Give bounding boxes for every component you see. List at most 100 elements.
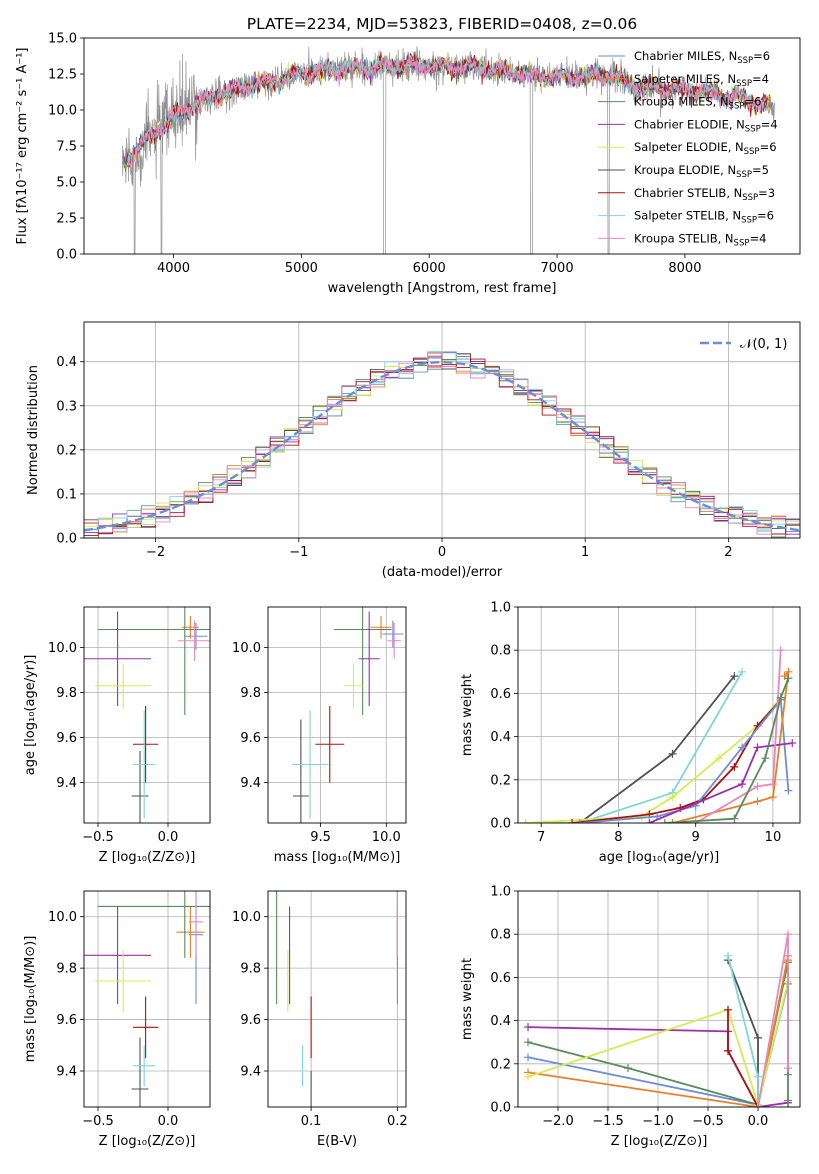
axes-frame [267,890,407,1108]
x-tick-label-0: −2.0 [542,1114,574,1129]
series-marker-2-0 [521,819,530,823]
legend-label-count: =6 [760,140,777,154]
normal-curve [84,360,800,532]
plot-area-age_vs_mass [291,607,404,823]
legend-label-main: Salpeter MILES, N [634,72,736,86]
y-tick-label-3: 10.0 [232,641,261,656]
y-tick-label-1: 9.6 [240,1013,261,1028]
y-tick-label-3: 7.5 [56,140,77,155]
series-marker-0-0 [524,1023,532,1032]
x-axis-label: E(B-V) [317,1134,357,1149]
point-5 [131,751,149,823]
point-2 [98,891,210,958]
axes-frame [83,606,211,824]
legend-label-sub: SSP [729,102,745,112]
legend-label-8: Kroupa STELIB, NSSP=4 [634,231,766,248]
series-marker-7-3 [776,646,785,655]
y-tick-label-0: 9.4 [56,1065,77,1080]
legend-label-6: Chabrier STELIB, NSSP=3 [634,186,775,203]
y-tick-label-4: 0.8 [490,644,511,659]
series-marker-2-1 [637,812,646,821]
panel-residuals: −2 −1 0 1 2 0.0 0.1 0.2 0.3 0.4 (data-model)/error… [26,321,801,580]
point-0 [382,620,404,648]
series-marker-6-1 [738,780,747,789]
x-tick-label-0: −2 [146,545,165,560]
series-marker-5-2 [768,793,777,802]
legend-label-4: Salpeter ELODIE, NSSP=6 [634,140,777,157]
point-8 [189,891,203,956]
y-tick-label-0: 0.0 [56,532,77,547]
y-tick-label-4: 0.4 [56,355,77,370]
x-tick-label-4: 2 [724,545,732,560]
series-marker-2-1 [624,1064,632,1073]
series-marker-4-0 [575,819,584,823]
plot-area-mass_vs_Z [84,891,210,1107]
series-marker-7-1 [753,782,762,791]
legend-label-main: Chabrier MILES, N [634,49,737,63]
axes-frame [517,606,801,824]
series-marker-1-0 [524,1053,532,1062]
y-tick-label-3: 0.3 [56,399,77,414]
x-tick-label-2: 6000 [413,261,446,276]
x-tick-label-2: 0 [438,545,446,560]
point-2 [333,607,392,715]
legend-label-sub: SSP [737,56,753,66]
x-tick-label-3: 7000 [541,261,574,276]
plot-area-residuals [84,351,800,538]
model-line-7 [126,53,766,169]
x-axis-label: mass [log₁₀(M/M⊙)] [274,850,401,865]
histogram-7 [84,351,800,530]
series-marker-2-2 [668,793,677,802]
y-tick-label-0: 9.4 [240,1065,261,1080]
x-tick-label-2: 9 [692,830,700,845]
y-axis-label: Normed distribution [26,365,41,495]
y-axis-label: mass [log₁₀(M/M⊙)] [23,936,38,1063]
x-tick-label-4: 8000 [668,261,701,276]
axes-frame [267,606,407,824]
y-tick-label-4: 10.0 [48,104,77,119]
panel-mass_vs_Z: −0.5 0.0 9.4 9.6 9.8 10.0 Z [log₁₀(Z/Z⊙)] mass … [23,890,211,1149]
x-tick-label-3: 10 [765,830,782,845]
series-marker-4-3 [738,743,747,752]
x-tick-label-0: −0.5 [82,830,114,845]
y-tick-label-0: 9.4 [240,776,261,791]
series-marker-5-1 [753,797,762,806]
legend-label-main: Salpeter STELIB, N [634,209,741,223]
series-line-0 [579,675,736,823]
y-tick-label-0: 0.0 [490,817,511,832]
legend-label-5: Kroupa ELODIE, NSSP=5 [634,163,769,180]
point-1 [176,906,205,958]
legend-label-sub: SSP [744,147,760,157]
series-marker-7-2 [768,780,777,789]
legend-label-sub: SSP [734,238,750,248]
legend-label-count: =6 [757,209,774,223]
series-line-7 [727,955,759,1107]
y-tick-label-1: 2.5 [56,212,77,227]
y-tick-label-1: 9.6 [56,731,77,746]
series-marker-2-4 [784,1096,792,1105]
legend-label-3: Chabrier ELODIE, NSSP=4 [634,117,778,134]
legend-label-sub: SSP [745,124,761,134]
point-5 [292,719,309,823]
axes-frame [83,890,211,1108]
point-4 [95,663,152,709]
plot-area-spectrum [122,46,775,254]
x-tick-label-1: −1 [289,545,308,560]
x-tick-label-0: −0.5 [82,1114,114,1129]
series-marker-6-1 [754,1033,762,1042]
y-tick-label-1: 9.6 [240,731,261,746]
series-marker-0-1 [668,749,677,758]
series-marker-0-2 [730,672,739,681]
y-tick-label-3: 10.0 [48,641,77,656]
legend-label-count: =4 [761,117,778,131]
series-marker-8-1 [784,930,792,939]
plot-area-mw_vs_age [521,646,797,823]
series-marker-8-4 [784,674,793,683]
x-tick-label-2: −1.0 [642,1114,674,1129]
y-tick-label-3: 10.0 [232,910,261,925]
point-3 [84,906,152,1005]
x-axis-label: Z [log₁₀(Z/Z⊙)] [99,1134,196,1149]
series-line-6 [727,959,759,1107]
legend-label-7: Salpeter STELIB, NSSP=6 [634,209,774,226]
series-marker-8-2 [761,754,770,763]
